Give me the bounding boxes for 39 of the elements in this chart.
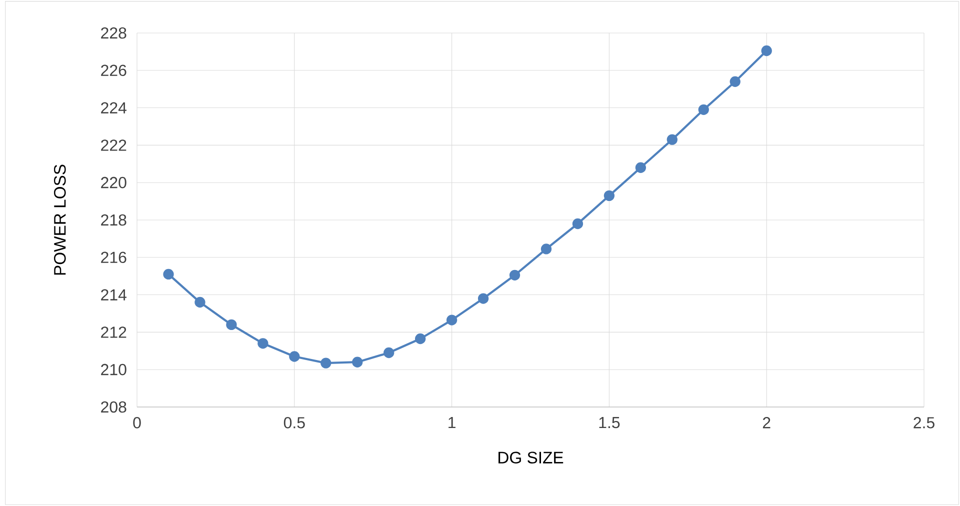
point	[352, 356, 363, 368]
point	[414, 333, 426, 344]
point	[446, 314, 458, 326]
point	[289, 351, 300, 362]
point	[666, 134, 678, 145]
point	[163, 268, 174, 280]
point	[226, 319, 237, 330]
point	[635, 162, 646, 173]
point	[540, 244, 552, 254]
point	[384, 347, 394, 358]
x-tick-label: 2	[762, 417, 770, 428]
point	[258, 338, 268, 349]
y-tick-label: 208	[101, 401, 126, 413]
point	[698, 104, 709, 115]
point	[194, 296, 206, 308]
y-tick-label: 218	[101, 214, 126, 226]
y-tick-label: 216	[101, 252, 126, 264]
x-tick-label: 2.5	[914, 417, 934, 428]
point	[320, 358, 332, 368]
point	[730, 76, 740, 87]
x-axis-title: DG SIZE	[498, 452, 564, 464]
y-tick-label: 228	[101, 27, 126, 39]
y-tick-label: 226	[101, 64, 126, 76]
y-tick-label: 222	[101, 140, 126, 151]
point	[604, 190, 615, 202]
y-tick-label: 214	[101, 289, 126, 300]
y-tick-label: 224	[101, 102, 126, 114]
x-tick-label: 1	[448, 417, 456, 428]
point	[761, 45, 772, 56]
point	[509, 270, 520, 280]
y-tick-label: 220	[101, 176, 126, 188]
x-tick-label: 0.5	[284, 417, 305, 428]
point	[572, 218, 584, 230]
x-tick-label: 0	[133, 417, 141, 428]
y-tick-label: 212	[101, 326, 126, 338]
y-axis-title: POWER LOSS	[54, 164, 66, 275]
x-tick-label: 1.5	[599, 417, 620, 428]
point	[478, 293, 489, 304]
y-tick-label: 210	[101, 364, 126, 376]
